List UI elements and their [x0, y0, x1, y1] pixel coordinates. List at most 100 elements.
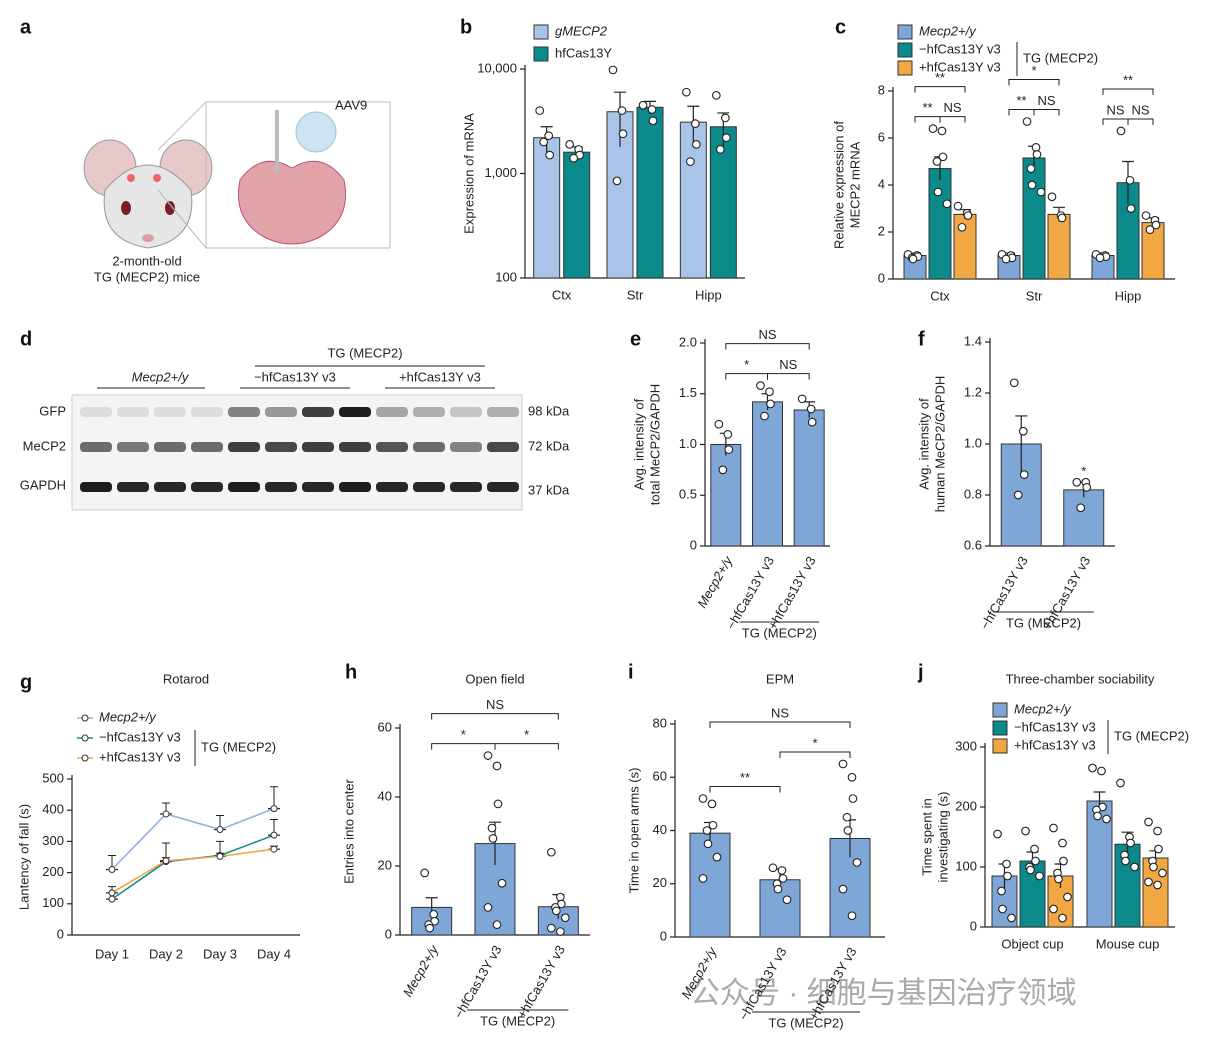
bar — [752, 401, 783, 547]
legend-label: Mecp2+/y — [99, 709, 157, 724]
y-axis-label: Avg. intensity of — [916, 398, 931, 490]
data-point — [560, 913, 570, 923]
significance-bracket — [1102, 118, 1129, 125]
band — [450, 482, 482, 492]
data-point — [1072, 477, 1082, 487]
data-point — [1036, 187, 1046, 197]
data-point — [1158, 868, 1167, 878]
western-blot: d TG (MECP2) Mecp2+/y −hfCas13Y v3 +hfCa… — [20, 328, 570, 511]
y-tick-label: 60 — [378, 719, 392, 734]
line — [111, 807, 275, 871]
data-point — [766, 399, 775, 409]
virus-label: AAV9 — [335, 97, 367, 112]
significance-bracket — [1033, 109, 1060, 116]
line-marker — [270, 805, 278, 813]
band — [376, 407, 408, 417]
category-group-label: TG (MECP2) — [742, 625, 817, 640]
chart: g Rotarod Lantency of fall (s) 0 100 200 300 40… — [16, 671, 300, 961]
y-tick-label: 400 — [42, 802, 64, 817]
inset-line — [157, 189, 207, 249]
band — [228, 442, 260, 452]
data-point — [938, 152, 948, 162]
significance-bracket — [779, 751, 851, 758]
legend-swatch — [533, 46, 549, 62]
y-axis-label: Entries into center — [341, 778, 356, 883]
band — [339, 442, 371, 452]
data-point — [1022, 117, 1032, 126]
row-label: MeCP2 — [23, 438, 66, 453]
data-point — [932, 157, 942, 166]
chart: j Three-chamber sociability Time spent in i… — [917, 661, 1189, 951]
line-marker — [162, 810, 170, 818]
data-point — [998, 904, 1007, 914]
data-point — [773, 884, 783, 894]
data-point — [942, 199, 952, 209]
x-tick-label: Hipp — [1115, 288, 1142, 303]
data-point — [928, 124, 938, 133]
significance-bracket — [494, 743, 559, 750]
line-marker — [270, 831, 278, 839]
panel-label: e — [630, 328, 641, 350]
data-point — [768, 863, 778, 873]
data-point — [608, 65, 618, 75]
data-point — [1116, 126, 1126, 136]
significance-label: * — [461, 727, 466, 742]
data-point — [957, 222, 967, 232]
data-point — [933, 187, 943, 197]
data-point — [703, 839, 713, 849]
category-group-label: TG (MECP2) — [480, 1013, 555, 1028]
injection-site — [127, 174, 135, 182]
band — [450, 442, 482, 452]
y-tick-label: 20 — [653, 875, 667, 890]
inset-frame — [205, 101, 391, 249]
data-point — [708, 820, 718, 830]
y-tick-label: 0 — [970, 918, 977, 933]
data-point — [1026, 164, 1036, 173]
legend-label: hfCas13Y — [555, 45, 612, 60]
y-tick-label: 20 — [378, 857, 392, 872]
data-point — [712, 852, 722, 862]
band — [376, 482, 408, 492]
significance-bracket — [431, 713, 559, 720]
significance-bracket — [1127, 118, 1154, 125]
y-tick-label: 100 — [955, 858, 977, 873]
legend-label: Mecp2+/y — [919, 23, 977, 38]
data-point — [685, 157, 695, 166]
legend-swatch — [992, 720, 1008, 736]
mouse-eye — [121, 201, 131, 215]
significance-bracket — [431, 743, 496, 750]
data-point — [1035, 871, 1044, 881]
data-point — [1030, 844, 1039, 854]
significance-label: * — [1031, 63, 1036, 78]
y-axis-label: Expression of mRNA — [461, 113, 476, 234]
x-tick-label: Mouse cup — [1096, 936, 1160, 951]
significance-bracket — [725, 343, 810, 350]
data-point — [838, 759, 848, 769]
chart: b Expression of mRNA 100 1,000 10,000 Ctx Str H… — [460, 16, 745, 302]
y-tick-label: 0 — [57, 926, 64, 941]
error-bar — [614, 91, 626, 147]
data-point — [497, 878, 507, 888]
data-point — [1116, 778, 1125, 788]
data-point — [1058, 838, 1067, 848]
significance-label: NS — [486, 697, 504, 712]
y-tick-label: 10,000 — [477, 60, 517, 75]
data-point — [1002, 859, 1011, 869]
y-tick-label: 0 — [690, 537, 697, 552]
significance-label: NS — [1037, 93, 1055, 108]
data-point — [420, 868, 430, 878]
significance-label: ** — [740, 770, 750, 785]
data-point — [993, 829, 1002, 839]
caption: TG (MECP2) mice — [94, 269, 200, 284]
significance-label: ** — [1123, 72, 1133, 87]
data-point — [555, 927, 565, 936]
bar — [953, 213, 977, 280]
data-point — [1026, 865, 1035, 875]
data-point — [1031, 856, 1040, 866]
chart-title: Rotarod — [163, 671, 209, 686]
data-point — [618, 129, 628, 139]
data-point — [806, 404, 816, 414]
data-point — [720, 113, 730, 123]
data-point — [1018, 426, 1028, 436]
